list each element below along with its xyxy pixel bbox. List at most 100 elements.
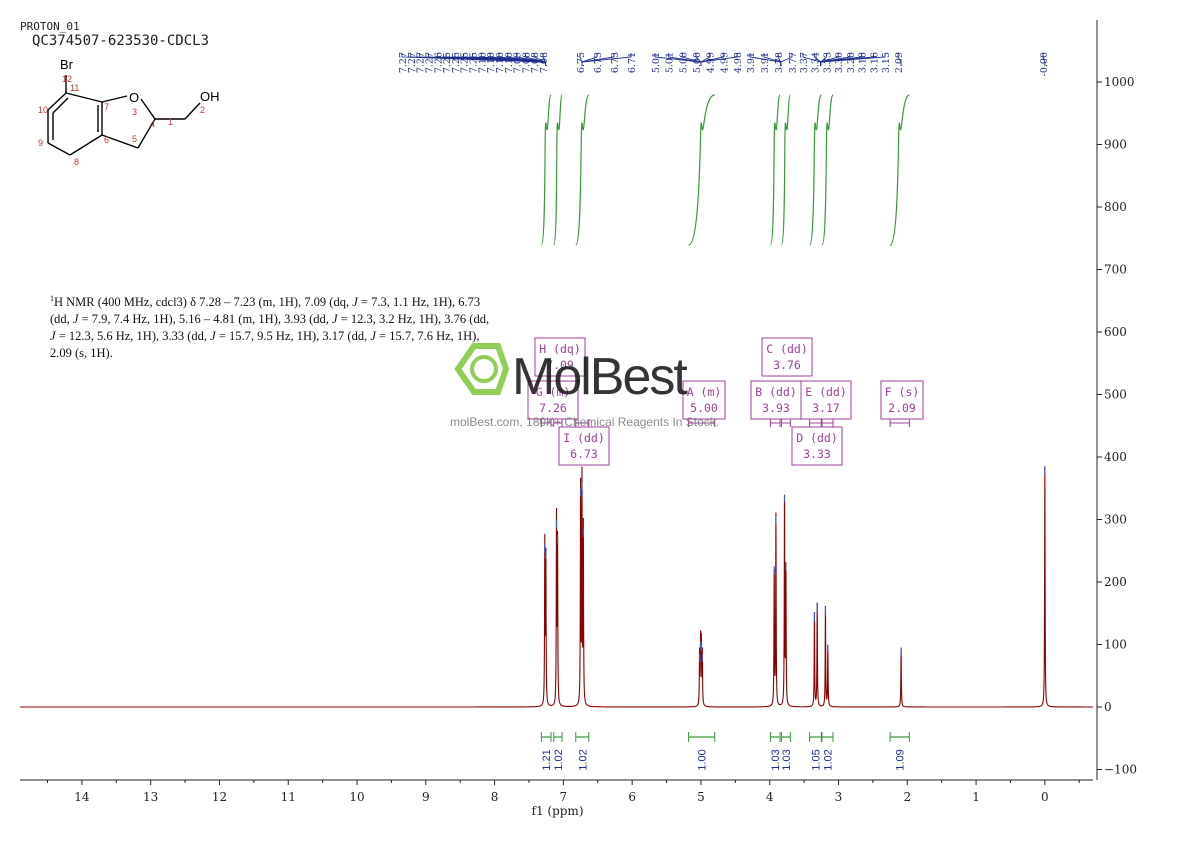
multiplet-box bbox=[527, 380, 579, 420]
y-tick-label: 200 bbox=[1104, 575, 1127, 589]
atom-number-7: 7 bbox=[104, 102, 109, 112]
bond-10-11 bbox=[47, 92, 67, 111]
peak-label: 7.10 bbox=[504, 52, 515, 73]
integral-curve bbox=[575, 94, 590, 246]
peak-label: 3.34 bbox=[811, 52, 822, 73]
peak-label: 6.71 bbox=[627, 52, 638, 73]
x-tick-label: 14 bbox=[74, 790, 90, 804]
x-tick-label: 6 bbox=[628, 790, 636, 804]
bond-O-4 bbox=[140, 98, 156, 120]
atom-oh: OH bbox=[200, 89, 220, 104]
multiplet-shift: 3.76 bbox=[773, 358, 801, 372]
atom-number-6: 6 bbox=[104, 135, 109, 145]
peak-label: 7.27 bbox=[416, 52, 427, 73]
multiplet-shift: 6.73 bbox=[570, 447, 598, 461]
peak-label: 3.30 bbox=[834, 52, 845, 73]
peak-label: 7.10 bbox=[477, 52, 488, 73]
multiplet-label: A (m) bbox=[687, 385, 722, 399]
multiplet-shift: 3.93 bbox=[762, 401, 790, 415]
y-tick-label: 100 bbox=[1104, 638, 1127, 652]
peak-label: 3.37 bbox=[799, 52, 810, 73]
x-axis-title: f1 (ppm) bbox=[532, 804, 584, 818]
peak-label: 7.10 bbox=[486, 52, 497, 73]
integral-curve bbox=[889, 94, 910, 246]
y-tick-label: 600 bbox=[1104, 325, 1127, 339]
peak-label: 3.77 bbox=[788, 52, 799, 73]
x-tick-label: 13 bbox=[143, 790, 158, 804]
y-tick-label: 700 bbox=[1104, 263, 1127, 277]
x-tick-label: 3 bbox=[835, 790, 843, 804]
peak-label: 7.25 bbox=[442, 52, 453, 73]
peak-label-leader bbox=[542, 53, 546, 66]
y-tick-label: 1000 bbox=[1104, 75, 1135, 89]
multiplet-label: H (dq) bbox=[539, 342, 581, 356]
x-tick-label: 11 bbox=[281, 790, 296, 804]
x-tick-label: 2 bbox=[903, 790, 911, 804]
peak-label: 7.08 bbox=[539, 52, 550, 73]
atom-number-11: 11 bbox=[70, 83, 79, 93]
peak-label: 6.73 bbox=[610, 52, 621, 73]
peak-label: 7.09 bbox=[513, 52, 524, 73]
atom-number-10: 10 bbox=[38, 105, 48, 115]
integral-value: 1.09 bbox=[895, 749, 907, 770]
atom-br: Br bbox=[60, 57, 74, 72]
peak-label: 3.18 bbox=[858, 52, 869, 73]
peak-label: 3.15 bbox=[881, 52, 892, 73]
multiplet-label: E (dd) bbox=[805, 385, 847, 399]
bond-7-O bbox=[101, 95, 128, 103]
multiplet-box bbox=[880, 380, 924, 420]
spectrum-line bbox=[20, 466, 1093, 708]
peak-label-leader bbox=[1042, 53, 1046, 66]
multiplet-box bbox=[534, 337, 586, 377]
bond-4-5 bbox=[137, 118, 156, 149]
multiplet-label: C (dd) bbox=[766, 342, 808, 356]
peak-label: 7.10 bbox=[495, 52, 506, 73]
peak-label: 7.08 bbox=[530, 52, 541, 73]
peak-label: 7.25 bbox=[451, 52, 462, 73]
watermark-logo-icon bbox=[454, 343, 510, 395]
watermark: MolBest molBest.com, 180K+ Chemical Reag… bbox=[450, 343, 719, 429]
multiplet-shift: 7.26 bbox=[539, 401, 567, 415]
x-tick-label: 7 bbox=[560, 790, 568, 804]
peak-label-leader bbox=[897, 53, 902, 66]
multiplet-shift: 7.09 bbox=[546, 358, 574, 372]
x-tick-label: 5 bbox=[697, 790, 705, 804]
peak-label-leader bbox=[820, 53, 886, 66]
peak-label: 4.99 bbox=[706, 52, 717, 73]
peak-label-leader bbox=[700, 53, 738, 66]
y-tick-label: −100 bbox=[1104, 763, 1137, 777]
y-tick-label: 900 bbox=[1104, 138, 1127, 152]
peak-label: 3.91 bbox=[746, 52, 757, 73]
x-tick-label: 12 bbox=[212, 790, 227, 804]
x-tick-label: 1 bbox=[972, 790, 980, 804]
integral-value: 1.02 bbox=[577, 749, 589, 770]
watermark-tagline: molBest.com, 180K+ Chemical Reagents In … bbox=[450, 415, 719, 429]
watermark-brand: MolBest bbox=[512, 348, 688, 406]
atom-number-12: 12 bbox=[62, 74, 72, 84]
atom-number-3: 3 bbox=[132, 107, 137, 117]
peak-label: 3.16 bbox=[869, 52, 880, 73]
multiplet-box bbox=[682, 380, 726, 420]
peak-label: 7.27 bbox=[407, 52, 418, 73]
integral-curve bbox=[688, 94, 715, 246]
atom-number-2: 2 bbox=[200, 105, 205, 115]
integral-curve bbox=[821, 94, 834, 246]
atom-number-4: 4 bbox=[150, 119, 155, 129]
peak-label: 7.27 bbox=[424, 52, 435, 73]
integral-value: 1.05 bbox=[810, 749, 822, 770]
atom-o: O bbox=[129, 90, 139, 105]
peak-label: 2.09 bbox=[894, 52, 905, 73]
integral-value: 1.03 bbox=[770, 749, 782, 770]
atom-number-1: 1 bbox=[168, 117, 173, 127]
multiplet-shift: 2.09 bbox=[888, 401, 916, 415]
multiplet-label: D (dd) bbox=[796, 431, 838, 445]
chemical-structure: Br O OH 1 2 3 4 5 6 7 8 9 10 11 12 bbox=[38, 57, 220, 167]
peak-label: 5.00 bbox=[678, 52, 689, 73]
integral-curve bbox=[809, 94, 822, 246]
x-tick-label: 10 bbox=[349, 790, 364, 804]
x-tick-label: 9 bbox=[422, 790, 430, 804]
integral-value: 1.02 bbox=[823, 749, 835, 770]
peak-label: 7.27 bbox=[398, 52, 409, 73]
